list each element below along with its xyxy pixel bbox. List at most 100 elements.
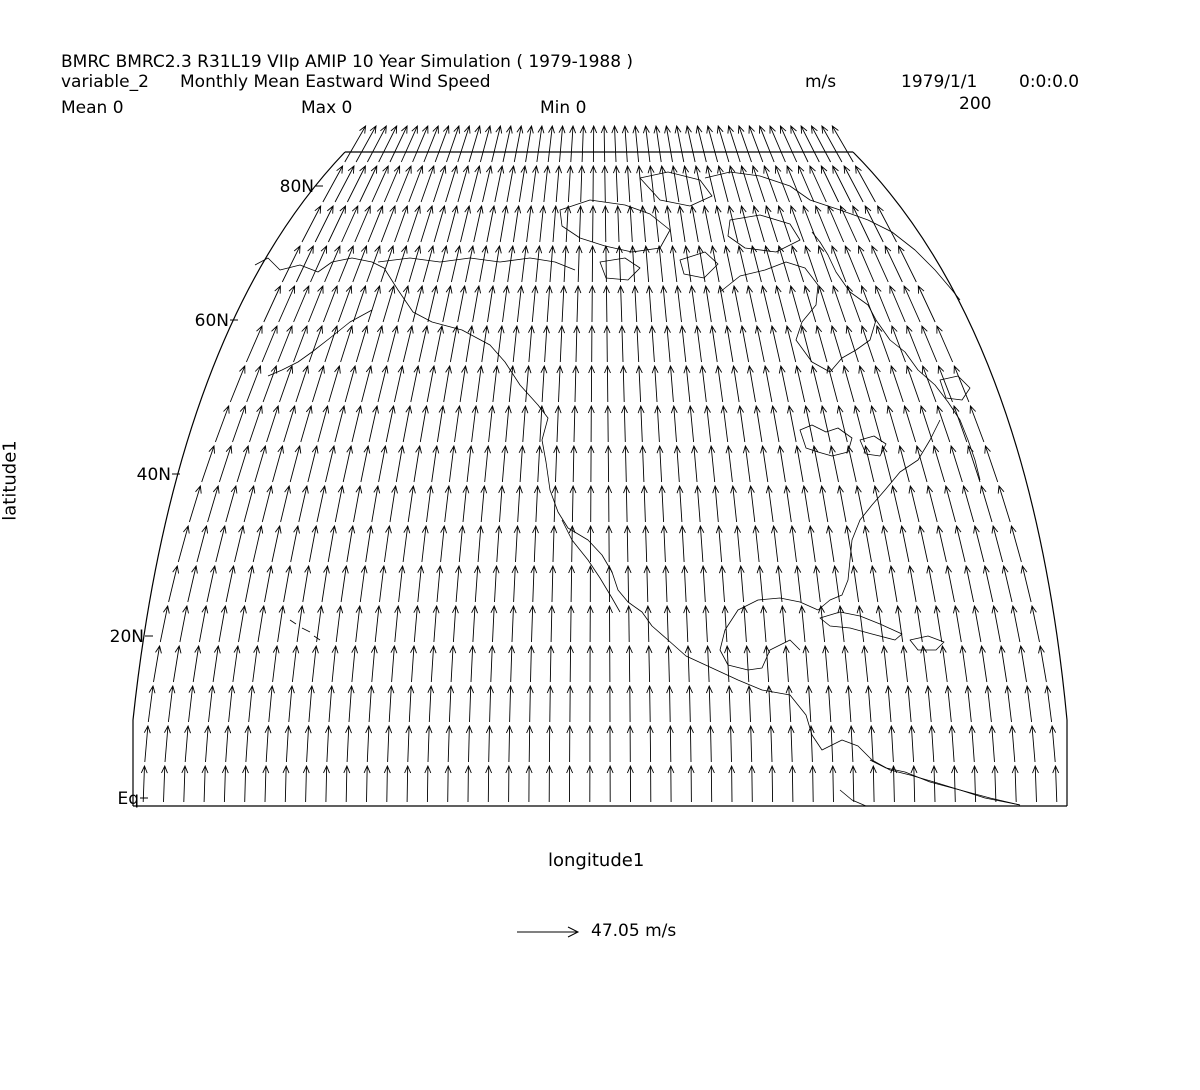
wind-vector-arrow	[723, 244, 734, 283]
wind-vector-arrow	[387, 324, 399, 363]
wind-vector-arrow	[479, 244, 489, 283]
wind-vector-arrow	[831, 244, 847, 283]
wind-vector-arrow	[465, 244, 475, 283]
wind-vector-arrow	[725, 444, 733, 483]
wind-vector-arrow	[656, 444, 664, 483]
wind-vector-arrow	[696, 244, 706, 283]
wind-vector-arrow	[601, 164, 609, 203]
wind-vector-arrow	[245, 324, 263, 363]
wind-vector-arrow	[546, 724, 554, 763]
wind-vector-arrow	[232, 644, 241, 683]
wind-vector-arrow	[586, 684, 594, 723]
wind-vector-arrow	[473, 204, 484, 243]
wind-vector-arrow	[402, 524, 411, 563]
wind-vector-arrow	[623, 484, 630, 523]
wind-vector-arrow	[936, 404, 951, 443]
wind-vector-arrow	[378, 444, 388, 483]
wind-vector-arrow	[667, 364, 675, 403]
wind-vector-arrow	[731, 284, 742, 323]
wind-vector-arrow	[705, 684, 713, 723]
coast-greenland	[704, 171, 961, 301]
wind-vector-arrow	[323, 764, 330, 803]
wind-vector-arrow	[308, 324, 323, 363]
wind-vector-arrow	[794, 364, 806, 403]
wind-vector-arrow	[967, 444, 981, 483]
wind-vector-arrow	[327, 204, 346, 243]
wind-vector-arrow	[691, 444, 698, 483]
wind-vector-arrow	[487, 284, 496, 323]
wind-vector-arrow	[283, 404, 296, 443]
wind-vector-arrow	[342, 444, 353, 483]
lat-tick-label: 20N	[110, 627, 144, 647]
wind-vector-arrow	[832, 564, 840, 603]
wind-vector-arrow	[676, 484, 684, 523]
wind-vector-arrow	[787, 724, 795, 763]
wind-vector-arrow	[629, 244, 637, 283]
wind-vector-arrow	[895, 604, 904, 643]
wind-vector-arrow	[434, 124, 450, 163]
wind-vector-arrow	[569, 484, 577, 523]
wind-vector-arrow	[272, 444, 284, 483]
wind-vector-arrow	[926, 484, 938, 523]
wind-vector-arrow	[991, 764, 999, 803]
wind-vector-arrow	[545, 284, 553, 323]
wind-vector-arrow	[473, 564, 481, 603]
wind-vector-arrow	[380, 244, 395, 283]
wind-vector-arrow	[632, 124, 640, 163]
wind-vector-arrow	[644, 604, 652, 643]
wind-vector-arrow	[556, 364, 564, 403]
wind-vector-arrow	[427, 284, 439, 323]
wind-vector-arrow	[140, 764, 148, 803]
wind-vector-arrow	[930, 764, 938, 803]
wind-vector-arrow	[533, 484, 541, 523]
wind-vector-arrow	[693, 164, 704, 203]
wind-vector-arrow	[457, 284, 467, 323]
wind-vector-arrow	[803, 404, 814, 443]
wind-vector-arrow	[436, 564, 444, 603]
wind-vector-arrow	[548, 604, 556, 643]
wind-vector-arrow	[465, 324, 475, 363]
wind-vector-arrow	[293, 324, 308, 363]
wind-vector-arrow	[605, 564, 613, 603]
wind-vector-arrow	[359, 164, 378, 203]
wind-vector-arrow	[801, 484, 810, 523]
wind-vector-arrow	[506, 164, 516, 203]
wind-vector-arrow	[660, 284, 668, 323]
wind-vector-arrow	[1018, 644, 1027, 683]
coast-labrador	[875, 319, 981, 481]
wind-vector-arrow	[777, 244, 790, 283]
wind-vector-arrow	[674, 124, 685, 163]
wind-vector-arrow	[603, 284, 610, 323]
wind-vector-arrow	[413, 444, 422, 483]
wind-vector-arrow	[845, 684, 853, 723]
wind-vector-arrow	[587, 444, 595, 483]
wind-vector-arrow	[242, 764, 249, 803]
wind-vector-arrow	[192, 644, 202, 683]
wind-vector-arrow	[264, 724, 272, 763]
wind-vector-arrow	[928, 724, 936, 763]
wind-vector-arrow	[764, 204, 779, 243]
wind-vector-arrow	[545, 764, 553, 803]
wind-vector-arrow	[944, 484, 956, 523]
wind-vector-arrow	[704, 644, 712, 683]
wind-vector-arrow	[751, 164, 766, 203]
wind-vector-arrow	[442, 284, 453, 323]
wind-vector-arrow	[770, 324, 781, 363]
date-label: 1979/1/1	[901, 72, 978, 92]
wind-vector-arrow	[566, 724, 574, 763]
map-frame	[132, 151, 1068, 807]
wind-vector-arrow	[327, 684, 335, 723]
wind-vector-arrow	[953, 404, 968, 443]
wind-vector-arrow	[304, 724, 312, 763]
wind-vector-arrow	[777, 444, 786, 483]
wind-vector-arrow	[502, 124, 513, 163]
wind-vector-arrow	[767, 724, 775, 763]
wind-vector-arrow	[764, 244, 776, 283]
wind-vector-arrow	[907, 564, 917, 603]
wind-vector-arrow	[891, 324, 906, 363]
wind-vector-arrow	[587, 404, 595, 443]
wind-vector-arrow	[1024, 684, 1033, 723]
wind-vector-arrow	[278, 284, 296, 323]
wind-vector-arrow	[479, 124, 492, 163]
wind-vector-arrow	[660, 524, 668, 563]
